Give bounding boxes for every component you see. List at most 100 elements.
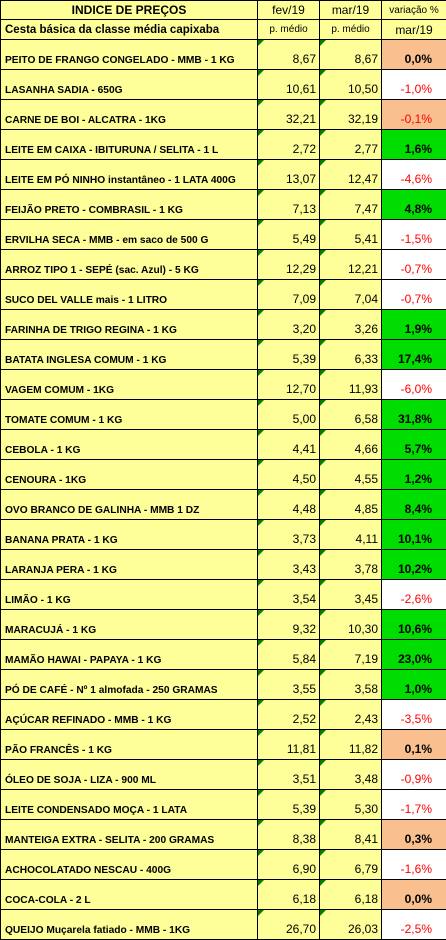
fev-price-cell: 26,70	[258, 910, 320, 940]
mar-price-cell: 3,26	[320, 310, 382, 340]
fev-price-cell: 8,67	[258, 40, 320, 70]
variation-cell: 1,2%	[382, 460, 446, 490]
product-cell: PEITO DE FRANGO CONGELADO - MMB - 1 KG	[1, 40, 258, 70]
mar-price-cell: 7,47	[320, 190, 382, 220]
table-row: LEITE EM CAIXA - IBITURUNA / SELITA - 1 …	[1, 130, 446, 160]
fev-price-cell: 8,38	[258, 820, 320, 850]
variation-cell: 5,7%	[382, 430, 446, 460]
mar-price-cell: 8,41	[320, 820, 382, 850]
variation-header: variação %	[382, 1, 446, 20]
fev-price-cell: 4,41	[258, 430, 320, 460]
fev-price-cell: 9,32	[258, 610, 320, 640]
mar-price-cell: 4,55	[320, 460, 382, 490]
fev-price-cell: 5,84	[258, 640, 320, 670]
table-row: ARROZ TIPO 1 - SEPÉ (sac. Azul) - 5 KG 12…	[1, 250, 446, 280]
product-cell: LIMÃO - 1 KG	[1, 580, 258, 610]
product-cell: TOMATE COMUM - 1 KG	[1, 400, 258, 430]
mar-price-cell: 3,45	[320, 580, 382, 610]
mar-price-cell: 7,04	[320, 280, 382, 310]
month2-header: mar/19	[320, 1, 382, 20]
fev-price-cell: 4,48	[258, 490, 320, 520]
product-cell: MAMÃO HAWAI - PAPAYA - 1 KG	[1, 640, 258, 670]
product-cell: VAGEM COMUM - 1KG	[1, 370, 258, 400]
mar-price-cell: 2,77	[320, 130, 382, 160]
fev-price-cell: 10,61	[258, 70, 320, 100]
mar-price-cell: 5,41	[320, 220, 382, 250]
product-cell: LEITE EM PÓ NINHO instantâneo - 1 LATA 4…	[1, 160, 258, 190]
mar-price-cell: 10,30	[320, 610, 382, 640]
mar-price-cell: 4,11	[320, 520, 382, 550]
product-cell: OVO BRANCO DE GALINHA - MMB 1 DZ	[1, 490, 258, 520]
variation-cell: 0,3%	[382, 820, 446, 850]
mar-price-cell: 11,82	[320, 730, 382, 760]
product-cell: COCA-COLA - 2 L	[1, 880, 258, 910]
table-title: INDICE DE PREÇOS	[1, 1, 258, 20]
mar-price-cell: 4,66	[320, 430, 382, 460]
variation-cell: -0,9%	[382, 760, 446, 790]
variation-cell: 0,1%	[382, 730, 446, 760]
product-cell: MARACUJÁ - 1 KG	[1, 610, 258, 640]
fev-price-cell: 5,49	[258, 220, 320, 250]
avg-price-header-1: p. médio	[258, 20, 320, 40]
variation-cell: 10,1%	[382, 520, 446, 550]
product-cell: ARROZ TIPO 1 - SEPÉ (sac. Azul) - 5 KG	[1, 250, 258, 280]
variation-cell: 8,4%	[382, 490, 446, 520]
mar-price-cell: 7,19	[320, 640, 382, 670]
fev-price-cell: 5,00	[258, 400, 320, 430]
variation-cell: -2,6%	[382, 580, 446, 610]
product-cell: ERVILHA SECA - MMB - em saco de 500 G	[1, 220, 258, 250]
product-cell: LASANHA SADIA - 650G	[1, 70, 258, 100]
mar-price-cell: 8,67	[320, 40, 382, 70]
mar-price-cell: 12,21	[320, 250, 382, 280]
product-cell: CEBOLA - 1 KG	[1, 430, 258, 460]
variation-cell: -1,6%	[382, 850, 446, 880]
mar-price-cell: 3,48	[320, 760, 382, 790]
mar-price-cell: 4,85	[320, 490, 382, 520]
variation-month-header: mar/19	[382, 20, 446, 40]
fev-price-cell: 5,39	[258, 790, 320, 820]
fev-price-cell: 7,13	[258, 190, 320, 220]
variation-cell: 31,8%	[382, 400, 446, 430]
variation-cell: 4,8%	[382, 190, 446, 220]
variation-cell: -4,6%	[382, 160, 446, 190]
fev-price-cell: 5,39	[258, 340, 320, 370]
mar-price-cell: 32,19	[320, 100, 382, 130]
variation-cell: 1,0%	[382, 670, 446, 700]
mar-price-cell: 6,79	[320, 850, 382, 880]
variation-cell: -0,7%	[382, 280, 446, 310]
product-cell: SUCO DEL VALLE mais - 1 LITRO	[1, 280, 258, 310]
product-cell: LEITE EM CAIXA - IBITURUNA / SELITA - 1 …	[1, 130, 258, 160]
product-cell: FARINHA DE TRIGO REGINA - 1 KG	[1, 310, 258, 340]
month1-header: fev/19	[258, 1, 320, 20]
table-subtitle: Cesta básica da classe média capixaba	[1, 20, 258, 40]
fev-price-cell: 3,20	[258, 310, 320, 340]
variation-cell: -0,1%	[382, 100, 446, 130]
variation-cell: 17,4%	[382, 340, 446, 370]
variation-cell: -1,5%	[382, 220, 446, 250]
mar-price-cell: 6,33	[320, 340, 382, 370]
mar-price-cell: 6,58	[320, 400, 382, 430]
product-cell: BATATA INGLESA COMUM - 1 KG	[1, 340, 258, 370]
variation-cell: 10,2%	[382, 550, 446, 580]
product-cell: PÓ DE CAFÉ - Nº 1 almofada - 250 GRAMAS	[1, 670, 258, 700]
